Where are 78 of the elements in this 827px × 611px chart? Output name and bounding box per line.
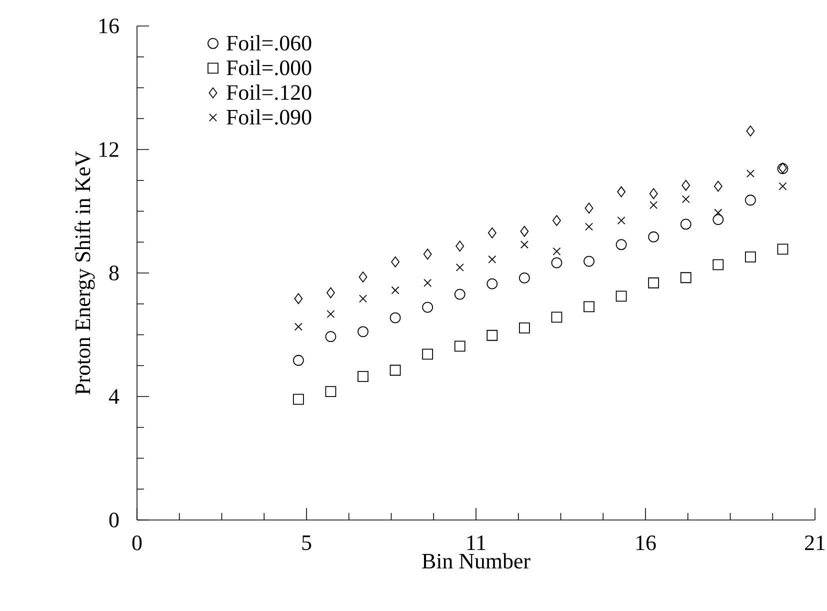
- point: [359, 294, 367, 303]
- point: [648, 231, 660, 242]
- point: [714, 208, 722, 217]
- x-tick-label: 21: [805, 536, 825, 550]
- point: [650, 201, 658, 210]
- x-tick-label: 16: [636, 536, 656, 550]
- point: [585, 222, 593, 231]
- y-tick-label: 0: [109, 512, 119, 528]
- point: [391, 256, 400, 268]
- point: [390, 364, 401, 376]
- point: [616, 239, 627, 250]
- point: [680, 272, 692, 284]
- point: [454, 340, 466, 352]
- point: [456, 263, 464, 272]
- point: [584, 256, 594, 267]
- point: [520, 226, 529, 237]
- point: [456, 240, 464, 252]
- point: [294, 293, 303, 304]
- point: [292, 394, 304, 405]
- point: [746, 170, 754, 178]
- point: [424, 278, 432, 287]
- x-tick-label: 11: [467, 536, 486, 550]
- y-tick-label: 16: [99, 18, 119, 34]
- x-tick-label: 5: [302, 536, 312, 550]
- legend-label: Foil=.000: [226, 60, 312, 76]
- y-axis-title: Proton Energy Shift in KeV: [74, 151, 95, 395]
- y-tick-label: 12: [99, 142, 118, 157]
- point: [518, 322, 530, 334]
- point: [390, 312, 401, 324]
- point: [326, 310, 335, 318]
- y-tick-label: 4: [108, 389, 120, 404]
- point: [712, 259, 724, 270]
- point: [292, 354, 304, 366]
- point: [294, 322, 302, 331]
- point: [325, 386, 336, 398]
- point: [744, 194, 756, 206]
- legend-label: Foil=.060: [226, 35, 312, 51]
- point: [551, 312, 562, 323]
- point: [551, 257, 562, 268]
- legend-label: Foil=.120: [226, 84, 312, 100]
- point: [680, 218, 692, 230]
- point: [518, 272, 530, 284]
- point: [682, 180, 690, 191]
- point: [358, 272, 368, 282]
- point: [422, 302, 434, 313]
- point: [616, 290, 627, 302]
- y-tick-label: 8: [109, 266, 119, 280]
- point: [325, 331, 336, 342]
- point: [488, 227, 496, 238]
- point: [778, 182, 787, 190]
- point: [423, 248, 432, 260]
- legend-label: Foil=.090: [226, 109, 312, 125]
- point: [584, 301, 594, 312]
- point: [358, 326, 368, 338]
- point: [649, 188, 658, 200]
- point: [486, 330, 498, 341]
- x-axis-title: Bin Number: [422, 553, 530, 569]
- point: [486, 278, 498, 290]
- point: [358, 370, 368, 382]
- point: [714, 180, 722, 192]
- point: [648, 277, 660, 288]
- point: [552, 247, 561, 256]
- point: [744, 251, 756, 262]
- point: [454, 288, 466, 300]
- point: [777, 244, 788, 255]
- x-tick-label: 0: [132, 536, 142, 550]
- point: [584, 202, 594, 214]
- point: [422, 348, 434, 360]
- point: [391, 286, 400, 294]
- point: [520, 240, 528, 249]
- point: [617, 186, 626, 198]
- point: [682, 195, 690, 204]
- point: [488, 255, 496, 264]
- point: [746, 126, 755, 136]
- point: [552, 215, 561, 226]
- point: [617, 216, 626, 224]
- point: [326, 287, 335, 298]
- point: [712, 214, 724, 226]
